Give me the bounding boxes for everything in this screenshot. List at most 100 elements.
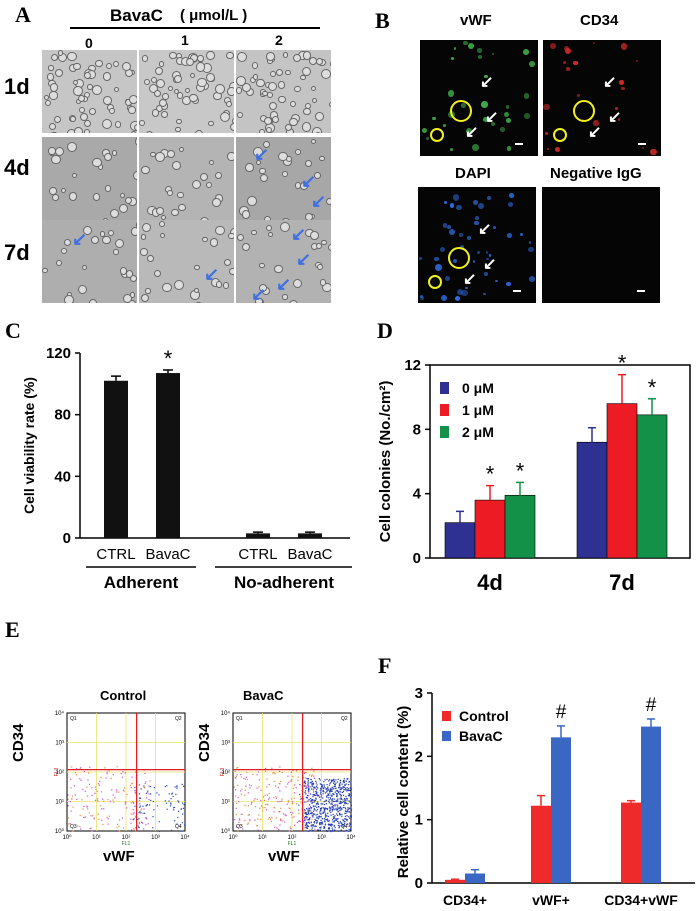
event-dot (307, 781, 309, 783)
event-dot (304, 815, 307, 818)
event-dot (238, 824, 240, 826)
event-dot (337, 807, 339, 809)
event-dot (325, 803, 327, 805)
event-dot (342, 787, 344, 789)
cell-blob (189, 93, 198, 103)
event-dot (133, 812, 135, 814)
event-dot (328, 799, 330, 801)
flow-title-bavac: BavaC (243, 688, 284, 703)
cell-blob (300, 74, 306, 81)
event-dot (342, 780, 345, 782)
event-dot (344, 812, 346, 814)
event-dot (247, 823, 249, 825)
cell-blob (63, 238, 72, 247)
event-dot (87, 772, 90, 774)
event-dot (288, 807, 290, 809)
event-dot (67, 804, 69, 807)
event-dot (316, 792, 318, 794)
event-dot (288, 781, 290, 783)
event-dot (340, 797, 342, 800)
event-dot (303, 811, 305, 813)
label-vwf: vWF (460, 12, 492, 29)
event-dot (331, 786, 333, 788)
event-dot (338, 802, 340, 805)
event-dot (350, 824, 352, 826)
event-dot (305, 818, 307, 820)
highlight-circle (450, 100, 472, 122)
event-dot (345, 795, 347, 798)
cell-blob (161, 110, 168, 118)
x-tick-label: CD34+vWF (604, 892, 678, 908)
cell-blob (155, 66, 164, 75)
event-dot (259, 807, 261, 809)
event-dot (329, 823, 331, 825)
cell-blob (174, 74, 183, 83)
event-dot (321, 784, 323, 786)
event-dot (183, 824, 186, 826)
event-dot (296, 803, 298, 805)
cell-blob (119, 192, 126, 199)
cell-blob (229, 268, 234, 276)
event-dot (236, 767, 238, 769)
event-dot (84, 816, 87, 818)
event-dot (180, 808, 182, 810)
event-dot (350, 815, 352, 817)
event-dot (340, 787, 343, 789)
event-dot (326, 796, 328, 798)
event-dot (324, 787, 326, 789)
legend-swatch (440, 426, 449, 438)
event-dot (303, 785, 305, 787)
event-dot (146, 818, 148, 820)
event-dot (241, 813, 243, 815)
event-dot (311, 774, 313, 776)
event-dot (103, 800, 105, 802)
event-dot (170, 802, 172, 804)
event-dot (339, 806, 341, 808)
event-dot (182, 802, 184, 804)
event-dot (83, 816, 85, 819)
cell-blob (236, 76, 246, 86)
event-dot (341, 801, 343, 804)
event-dot (96, 790, 98, 792)
event-dot (334, 805, 336, 807)
event-dot (322, 812, 324, 814)
event-dot (141, 808, 143, 810)
event-dot (276, 827, 278, 829)
event-dot (319, 829, 322, 831)
event-dot (240, 776, 243, 778)
event-dot (310, 797, 312, 800)
cell-blob (154, 152, 165, 163)
stained-cell (418, 256, 422, 260)
event-dot (336, 794, 338, 796)
event-dot (324, 779, 326, 781)
event-dot (323, 781, 325, 783)
cell-blob (226, 87, 234, 97)
event-dot (81, 799, 83, 801)
event-dot (321, 788, 323, 790)
cell-blob (159, 98, 168, 107)
event-dot (308, 788, 310, 791)
stained-cell (480, 100, 488, 108)
event-dot (336, 809, 338, 811)
event-dot (306, 825, 309, 827)
cell-blob (317, 263, 324, 270)
arrow-icon: ↙ (463, 271, 477, 288)
event-dot (169, 805, 172, 807)
event-dot (314, 809, 316, 811)
event-dot (309, 800, 311, 802)
event-dot (331, 806, 333, 808)
event-dot (275, 796, 277, 798)
cell-blob (167, 190, 173, 196)
event-dot (298, 812, 300, 814)
event-dot (286, 803, 288, 805)
event-dot (329, 782, 331, 785)
y-tick-label: 10⁴ (221, 710, 231, 717)
event-dot (310, 801, 312, 803)
stained-cell (592, 41, 596, 45)
event-dot (281, 771, 283, 774)
event-dot (312, 783, 314, 785)
cell-blob (102, 218, 108, 220)
event-dot (272, 772, 274, 774)
cell-blob (155, 78, 166, 88)
event-dot (235, 775, 237, 778)
